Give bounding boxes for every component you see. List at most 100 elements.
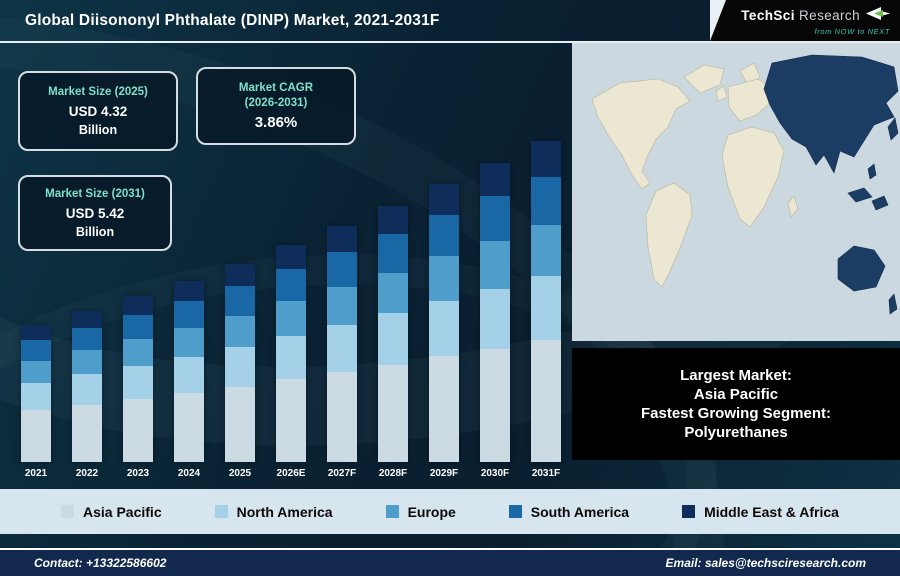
bar-segment-north-america	[174, 357, 204, 394]
bar-category-label: 2023	[126, 468, 150, 479]
bar-category-label: 2024	[177, 468, 201, 479]
map-region-madagascar	[787, 195, 799, 218]
map-region-indonesia	[847, 187, 873, 203]
bar-segment-asia-pacific	[429, 356, 459, 462]
market-size-2025-unit: Billion	[78, 122, 118, 137]
map-region-greenland	[683, 64, 725, 94]
bar-segment-north-america	[123, 365, 153, 399]
map-region-philippines	[867, 163, 877, 180]
legend: Asia Pacific North America Europe South Ame…	[0, 489, 900, 534]
bar-segment-europe	[174, 328, 204, 358]
bar-segment-middle-east-africa	[225, 264, 255, 286]
bar-segment-europe	[21, 360, 51, 383]
bar-column: 2021	[14, 325, 58, 479]
logo-arrow-icon	[866, 6, 890, 26]
bar-column: 2030F	[473, 163, 517, 479]
page-title: Global Diisononyl Phthalate (DINP) Marke…	[25, 11, 440, 29]
bar-segment-europe	[276, 301, 306, 336]
map-region-uk	[715, 85, 728, 102]
map-region-indonesia-east	[871, 195, 889, 211]
bar-category-label: 2027F	[327, 468, 357, 479]
market-size-2031-unit: Billion	[75, 224, 115, 239]
market-cagr-label: Market CAGR (2026-2031)	[238, 82, 314, 109]
market-size-2031-label: Market Size (2031)	[45, 188, 145, 201]
legend-item: North America	[214, 504, 333, 520]
stacked-bar	[429, 184, 459, 462]
legend-label: Middle East & Africa	[704, 503, 839, 520]
bar-category-label: 2031F	[531, 468, 561, 479]
chart-area: Market Size (2025) USD 4.32 Billion Mark…	[0, 43, 572, 489]
bar-segment-north-america	[531, 276, 561, 340]
market-size-2031-box: Market Size (2031) USD 5.42 Billion	[18, 175, 172, 251]
bar-segment-north-america	[225, 347, 255, 387]
bar-category-label: 2021	[24, 468, 48, 479]
bar-category-label: 2025	[228, 468, 252, 479]
map-region-japan	[887, 117, 899, 141]
bar-segment-europe	[480, 240, 510, 289]
stacked-bar	[123, 296, 153, 462]
bar-segment-south-america	[480, 196, 510, 241]
bar-column: 2023	[116, 296, 160, 479]
bar-segment-europe	[327, 287, 357, 326]
bar-segment-middle-east-africa	[480, 163, 510, 197]
legend-swatch	[682, 505, 696, 518]
bar-segment-asia-pacific	[531, 339, 561, 462]
legend-item: South America	[508, 504, 629, 520]
bar-segment-south-america	[72, 327, 102, 351]
bar-column: 2024	[167, 281, 211, 479]
stacked-bar	[327, 226, 357, 462]
bar-segment-asia-pacific	[21, 410, 51, 462]
stacked-bar	[531, 141, 561, 462]
bar-segment-south-america	[225, 286, 255, 316]
legend-label: Europe	[407, 503, 456, 520]
market-cagr-value: 3.86%	[254, 113, 298, 131]
bar-column: 2029F	[422, 184, 466, 479]
bar-segment-europe	[72, 350, 102, 375]
bar-segment-middle-east-africa	[123, 296, 153, 315]
bar-category-label: 2028F	[378, 468, 408, 479]
map-region-asia	[763, 54, 899, 174]
bar-segment-north-america	[327, 325, 357, 373]
bar-segment-south-america	[378, 234, 408, 273]
largest-market-value: Asia Pacific	[693, 386, 779, 403]
map-region-north-america	[591, 78, 691, 190]
bar-segment-middle-east-africa	[429, 184, 459, 215]
bar-segment-asia-pacific	[327, 372, 357, 462]
stacked-bar	[276, 245, 306, 462]
stacked-bar-chart: 2021 2022 2023 2024 2025 2026E 2027F 2028F 2029F…	[14, 141, 568, 479]
stacked-bar	[480, 163, 510, 462]
map-region-europe	[727, 78, 773, 122]
bar-segment-south-america	[327, 251, 357, 288]
bar-segment-asia-pacific	[123, 398, 153, 462]
header: Global Diisononyl Phthalate (DINP) Marke…	[0, 0, 900, 43]
footer-email: Email: sales@techsciresearch.com	[665, 556, 866, 570]
legend-swatch	[508, 505, 522, 518]
market-size-2025-label: Market Size (2025)	[48, 86, 148, 99]
footer: Contact: +13322586602 Email: sales@techs…	[0, 548, 900, 576]
legend-item: Asia Pacific	[61, 504, 162, 520]
bar-segment-asia-pacific	[174, 393, 204, 462]
bar-segment-europe	[378, 272, 408, 314]
bar-segment-middle-east-africa	[72, 311, 102, 328]
bar-column: 2025	[218, 264, 262, 479]
bar-category-label: 2022	[75, 468, 99, 479]
techsci-logo: TechSci Research from NOW to NEXT	[710, 0, 900, 41]
bar-segment-north-america	[21, 382, 51, 410]
market-size-2025-value: USD 4.32	[68, 103, 128, 119]
market-size-2025-box: Market Size (2025) USD 4.32 Billion	[18, 71, 178, 151]
logo-brand-text: TechSci Research	[741, 8, 860, 23]
bar-segment-south-america	[276, 268, 306, 302]
bar-segment-north-america	[429, 300, 459, 357]
bar-segment-middle-east-africa	[21, 325, 51, 341]
bar-category-label: 2030F	[480, 468, 510, 479]
market-cagr-box: Market CAGR (2026-2031) 3.86%	[196, 67, 356, 145]
legend-item: Europe	[385, 503, 456, 520]
stacked-bar	[21, 325, 51, 462]
bar-segment-south-america	[531, 176, 561, 225]
stacked-bar	[174, 281, 204, 462]
map-region-australia	[837, 245, 886, 292]
bar-segment-europe	[429, 256, 459, 301]
stacked-bar	[72, 311, 102, 462]
fastest-segment-value: Polyurethanes	[684, 424, 788, 441]
